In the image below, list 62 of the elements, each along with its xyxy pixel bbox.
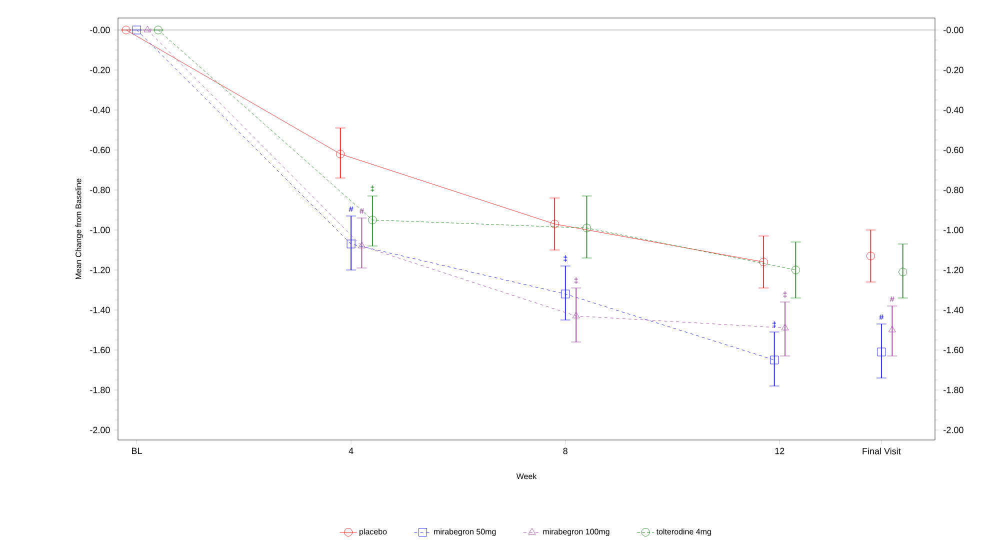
annotation: # bbox=[348, 206, 354, 212]
x-tick-label: 12 bbox=[775, 448, 784, 454]
point bbox=[888, 326, 896, 332]
y-tick-label: -0.60 bbox=[90, 146, 110, 154]
point bbox=[368, 216, 377, 224]
y2-tick-label: -0.00 bbox=[944, 26, 964, 34]
x-tick-label: Final Visit bbox=[862, 448, 901, 454]
point bbox=[122, 26, 130, 34]
y-tick-label: -0.00 bbox=[90, 26, 110, 34]
x-tick-label: 4 bbox=[348, 448, 354, 454]
annotation: ‡ bbox=[370, 185, 374, 192]
y-tick-label: -0.40 bbox=[90, 106, 110, 114]
y2-tick-label: -0.20 bbox=[944, 66, 964, 74]
annotation: ‡ bbox=[574, 277, 578, 284]
y2-tick-label: -0.60 bbox=[944, 146, 964, 154]
point bbox=[781, 324, 789, 330]
y-axis-title: Mean Change from Baseline bbox=[75, 178, 83, 280]
x-axis-title: Week bbox=[516, 473, 537, 480]
point bbox=[582, 224, 591, 232]
point bbox=[898, 268, 908, 276]
y-tick-label: -0.20 bbox=[90, 66, 110, 74]
annotation: # bbox=[890, 296, 894, 302]
annotation: # bbox=[360, 208, 364, 214]
point bbox=[144, 26, 152, 32]
legend-label: tolterodine 4mg bbox=[656, 528, 711, 536]
y2-tick-label: -1.40 bbox=[944, 306, 964, 314]
point bbox=[154, 26, 162, 34]
x-tick-label: 8 bbox=[563, 448, 568, 454]
legend-label: mirabegron 100mg bbox=[543, 528, 610, 536]
point bbox=[561, 290, 570, 298]
y2-tick-label: -1.80 bbox=[944, 386, 964, 394]
y2-tick-label: -1.00 bbox=[944, 226, 964, 234]
y-tick-label: -1.20 bbox=[90, 266, 110, 274]
point bbox=[336, 150, 345, 158]
annotation: ‡ bbox=[783, 291, 787, 298]
point bbox=[132, 26, 141, 34]
y-tick-label: -1.80 bbox=[90, 386, 110, 394]
y2-tick-label: -1.60 bbox=[944, 346, 964, 354]
y-tick-label: -1.40 bbox=[90, 306, 110, 314]
y-tick-label: -1.00 bbox=[90, 226, 110, 234]
point bbox=[877, 348, 886, 356]
y2-tick-label: -0.80 bbox=[944, 186, 964, 194]
point bbox=[358, 242, 366, 248]
annotation: # bbox=[879, 314, 884, 320]
y2-tick-label: -2.00 bbox=[944, 426, 964, 434]
point bbox=[866, 252, 875, 260]
point bbox=[346, 240, 356, 248]
x-tick-label: BL bbox=[132, 448, 142, 454]
annotation: ‡ bbox=[772, 321, 776, 328]
y-tick-label: -0.80 bbox=[90, 186, 110, 194]
annotation: ‡ bbox=[564, 255, 568, 262]
legend-label: mirabegron 50mg bbox=[434, 528, 496, 536]
point bbox=[759, 258, 768, 266]
y-tick-label: -1.60 bbox=[90, 346, 110, 354]
point bbox=[572, 312, 580, 318]
point bbox=[792, 266, 800, 274]
legend-label: placebo bbox=[360, 528, 387, 536]
point bbox=[550, 220, 559, 228]
y2-tick-label: -0.40 bbox=[944, 106, 964, 114]
point bbox=[770, 356, 778, 364]
y-tick-label: -2.00 bbox=[90, 426, 110, 434]
y2-tick-label: -1.20 bbox=[944, 266, 964, 274]
